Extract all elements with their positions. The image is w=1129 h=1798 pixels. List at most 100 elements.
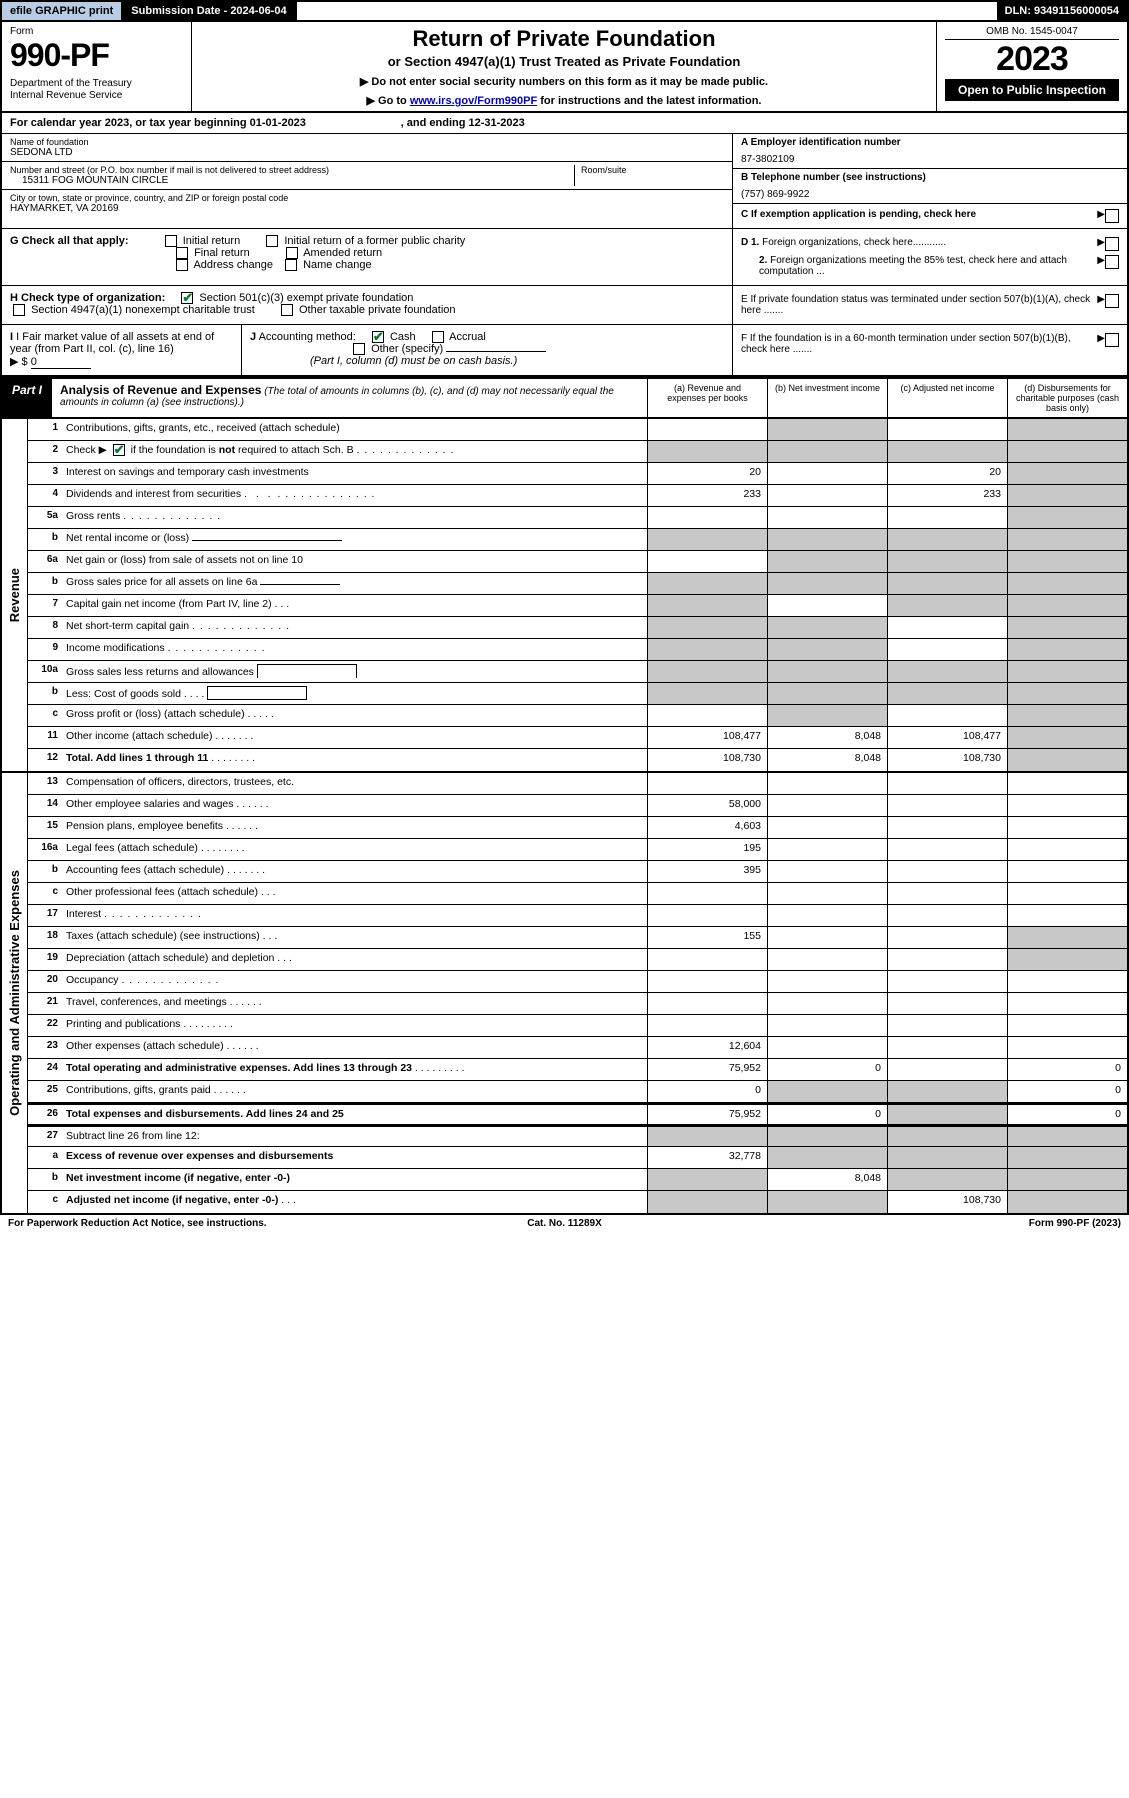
chk-other-taxable[interactable]	[281, 304, 293, 316]
name-label: Name of foundation	[10, 137, 724, 147]
r16b-a: 395	[647, 861, 767, 882]
row-27a: aExcess of revenue over expenses and dis…	[28, 1147, 1127, 1169]
r12-a: 108,730	[647, 749, 767, 771]
name-cell: Name of foundation SEDONA LTD	[2, 134, 732, 162]
f-checkbox[interactable]	[1105, 333, 1119, 347]
efile-label[interactable]: efile GRAPHIC print	[2, 2, 123, 20]
r27b-desc: Net investment income (if negative, ente…	[62, 1169, 647, 1190]
h-section: H Check type of organization: Section 50…	[2, 286, 732, 324]
chk-address-change[interactable]	[176, 259, 188, 271]
chk-accrual[interactable]	[432, 331, 444, 343]
r16b-desc: Accounting fees (attach schedule) . . . …	[62, 861, 647, 882]
chk-amended[interactable]	[286, 247, 298, 259]
chk-final[interactable]	[176, 247, 188, 259]
r19-desc: Depreciation (attach schedule) and deple…	[62, 949, 647, 970]
row-27c: cAdjusted net income (if negative, enter…	[28, 1191, 1127, 1213]
chk-name-change[interactable]	[285, 259, 297, 271]
opt-501c3: Section 501(c)(3) exempt private foundat…	[199, 292, 413, 304]
chk-schB[interactable]	[113, 444, 125, 456]
col-c-header: (c) Adjusted net income	[887, 379, 1007, 417]
row-10b: bLess: Cost of goods sold . . . .	[28, 683, 1127, 705]
other-specify-line	[446, 351, 546, 352]
row-17: 17Interest	[28, 905, 1127, 927]
opt-4947: Section 4947(a)(1) nonexempt charitable …	[31, 304, 255, 316]
g-section: G Check all that apply: Initial return I…	[2, 229, 732, 285]
row-20: 20Occupancy	[28, 971, 1127, 993]
row-26: 26Total expenses and disbursements. Add …	[28, 1103, 1127, 1125]
f-label: F If the foundation is in a 60-month ter…	[741, 333, 1097, 355]
r23-a: 12,604	[647, 1037, 767, 1058]
dln-label: DLN: 93491156000054	[997, 2, 1127, 20]
chk-other-method[interactable]	[353, 343, 365, 355]
row-7: 7Capital gain net income (from Part IV, …	[28, 595, 1127, 617]
chk-initial-return[interactable]	[165, 235, 177, 247]
row-8: 8Net short-term capital gain	[28, 617, 1127, 639]
g-d-row: G Check all that apply: Initial return I…	[0, 228, 1129, 286]
r26-a: 75,952	[647, 1105, 767, 1124]
c-checkbox[interactable]	[1105, 209, 1119, 223]
e-section: E If private foundation status was termi…	[732, 286, 1127, 324]
opt-final: Final return	[194, 247, 250, 259]
i-value: 0	[31, 356, 91, 369]
form-title: Return of Private Foundation	[200, 26, 928, 52]
r7-desc: Capital gain net income (from Part IV, l…	[62, 595, 647, 616]
chk-4947[interactable]	[13, 304, 25, 316]
r10c-desc: Gross profit or (loss) (attach schedule)…	[62, 705, 647, 726]
footer-mid: Cat. No. 11289X	[379, 1218, 750, 1229]
r9-desc: Income modifications	[62, 639, 647, 660]
revenue-rows: 1Contributions, gifts, grants, etc., rec…	[28, 419, 1127, 771]
g-label: G Check all that apply:	[10, 235, 129, 247]
r4-a: 233	[647, 485, 767, 506]
header-right: OMB No. 1545-0047 2023 Open to Public In…	[937, 22, 1127, 111]
open-public-label: Open to Public Inspection	[945, 79, 1119, 101]
r17-desc: Interest	[62, 905, 647, 926]
note2-post: for instructions and the latest informat…	[537, 95, 761, 107]
form-header: Form 990-PF Department of the Treasury I…	[0, 22, 1129, 113]
d2-arrow: ▶	[1097, 255, 1105, 266]
r14-desc: Other employee salaries and wages . . . …	[62, 795, 647, 816]
col-d-header: (d) Disbursements for charitable purpose…	[1007, 379, 1127, 417]
tax-year: 2023	[945, 40, 1119, 79]
ein: 87-3802109	[741, 154, 1119, 165]
row-14: 14Other employee salaries and wages . . …	[28, 795, 1127, 817]
r23-desc: Other expenses (attach schedule) . . . .…	[62, 1037, 647, 1058]
omb-number: OMB No. 1545-0047	[945, 26, 1119, 40]
row-27b: bNet investment income (if negative, ent…	[28, 1169, 1127, 1191]
r2-post: if the foundation is not required to att…	[131, 444, 354, 456]
chk-501c3[interactable]	[181, 292, 193, 304]
r3-desc: Interest on savings and temporary cash i…	[62, 463, 647, 484]
addr-label: Number and street (or P.O. box number if…	[10, 165, 574, 175]
row-19: 19Depreciation (attach schedule) and dep…	[28, 949, 1127, 971]
d1-checkbox[interactable]	[1105, 237, 1119, 251]
dept-label: Department of the Treasury Internal Reve…	[10, 78, 183, 102]
note2-pre: ▶ Go to	[367, 95, 410, 107]
row-22: 22Printing and publications . . . . . . …	[28, 1015, 1127, 1037]
expenses-text: Operating and Administrative Expenses	[7, 870, 22, 1116]
r27a-a: 32,778	[647, 1147, 767, 1168]
opt-amended: Amended return	[303, 247, 382, 259]
form990pf-link[interactable]: www.irs.gov/Form990PF	[410, 95, 537, 107]
row-9: 9Income modifications	[28, 639, 1127, 661]
row-21: 21Travel, conferences, and meetings . . …	[28, 993, 1127, 1015]
r27a-desc: Excess of revenue over expenses and disb…	[62, 1147, 647, 1168]
r15-a: 4,603	[647, 817, 767, 838]
form-number: 990-PF	[10, 37, 183, 74]
row-10a: 10aGross sales less returns and allowanc…	[28, 661, 1127, 683]
chk-cash[interactable]	[372, 331, 384, 343]
r16c-desc: Other professional fees (attach schedule…	[62, 883, 647, 904]
footer-right: Form 990-PF (2023)	[750, 1218, 1121, 1229]
col-b-header: (b) Net investment income	[767, 379, 887, 417]
r5a-desc: Gross rents	[62, 507, 647, 528]
i-label: I Fair market value of all assets at end…	[10, 331, 214, 355]
header-middle: Return of Private Foundation or Section …	[192, 22, 937, 111]
opt-addr-change: Address change	[193, 259, 273, 271]
e-checkbox[interactable]	[1105, 294, 1119, 308]
r27-desc: Subtract line 26 from line 12:	[62, 1127, 647, 1146]
d2-checkbox[interactable]	[1105, 255, 1119, 269]
e-label: E If private foundation status was termi…	[741, 294, 1097, 316]
r11-c: 108,477	[887, 727, 1007, 748]
row-10c: cGross profit or (loss) (attach schedule…	[28, 705, 1127, 727]
part1-header: Part I Analysis of Revenue and Expenses …	[0, 377, 1129, 419]
chk-initial-former[interactable]	[266, 235, 278, 247]
r3-a: 20	[647, 463, 767, 484]
